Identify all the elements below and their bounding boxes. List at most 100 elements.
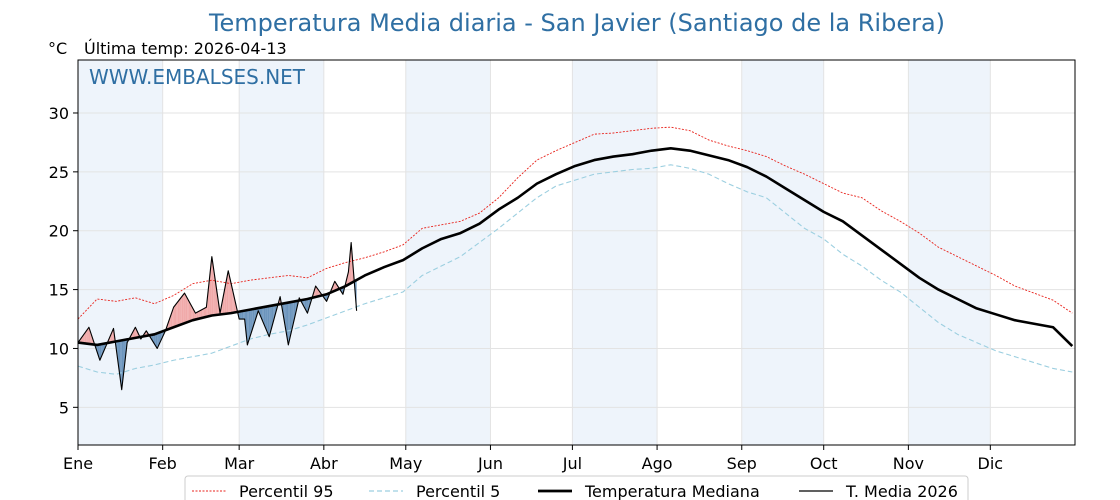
month-bands <box>78 60 991 445</box>
chart-title: Temperatura Media diaria - San Javier (S… <box>208 9 945 37</box>
fill-below-median <box>97 344 99 357</box>
fill-above-median <box>205 307 207 318</box>
fill-below-median <box>265 306 267 331</box>
fill-above-median <box>202 308 204 318</box>
y-tick-label: 30 <box>49 104 69 123</box>
series-line-percentil-5 <box>77 164 1073 375</box>
fill-above-median <box>210 256 212 316</box>
fill-below-median <box>270 305 272 332</box>
fill-below-median <box>117 340 119 370</box>
fill-above-median <box>173 305 175 328</box>
fill-below-median <box>267 306 270 337</box>
series-line-t-media-2026 <box>77 241 358 391</box>
y-tick-label: 25 <box>49 163 69 182</box>
fill-below-median <box>157 332 159 349</box>
x-tick-label: Mar <box>224 454 255 473</box>
fill-above-median <box>177 300 180 326</box>
fill-above-median <box>181 294 184 325</box>
fill-above-median <box>230 282 233 314</box>
fill-below-median <box>120 340 122 390</box>
legend: Percentil 95 Percentil 5 Temperatura Media… <box>184 475 969 500</box>
fill-above-median <box>179 298 181 326</box>
fill-above-median <box>84 331 87 344</box>
fill-above-median <box>211 256 214 316</box>
fill-below-median <box>239 311 241 320</box>
month-band-Jul <box>572 60 658 445</box>
series-line-temperatura-mediana <box>77 147 1074 348</box>
fill-below-median <box>155 333 158 349</box>
series-line-percentil-95 <box>77 126 1073 320</box>
x-tick-label: Ago <box>642 454 673 473</box>
fill-above-median <box>200 309 203 319</box>
fill-below-median <box>269 305 271 337</box>
last-temp-label: Última temp: 2026-04-13 <box>84 39 287 58</box>
fill-above-median <box>228 270 230 314</box>
fill-above-median <box>349 242 352 284</box>
x-tick-label: Sep <box>727 454 757 473</box>
legend-label-percentil-95: Percentil 95 <box>239 482 334 500</box>
fill-above-median <box>213 266 215 316</box>
fill-below-median <box>247 309 249 345</box>
month-band-Nov <box>908 60 991 445</box>
fill-above-median <box>184 293 186 324</box>
month-band-Sep <box>741 60 824 445</box>
fill-below-median <box>251 309 253 333</box>
fill-areas <box>78 242 357 390</box>
x-tick-label: May <box>389 454 422 473</box>
fill-below-median <box>248 309 251 341</box>
fill-below-median <box>240 311 242 320</box>
fill-below-median <box>306 299 308 314</box>
x-tick-label: Dic <box>978 454 1004 473</box>
legend-label-percentil-5: Percentil 5 <box>416 482 500 500</box>
fill-above-median <box>233 294 236 313</box>
plot-frame <box>77 59 1076 446</box>
fill-below-median <box>286 302 289 345</box>
fill-above-median <box>180 296 182 325</box>
fill-above-median <box>203 307 206 318</box>
fill-above-median <box>188 300 190 322</box>
fill-below-median <box>259 307 262 318</box>
x-tick-label: Abr <box>310 454 338 473</box>
watermark: WWW.EMBALSES.NET <box>89 65 306 89</box>
y-axis: 5 10 15 20 25 30 <box>49 104 78 417</box>
y-tick-label: 10 <box>49 339 69 358</box>
fill-below-median <box>243 310 245 320</box>
series-lines <box>77 126 1074 391</box>
fill-above-median <box>196 311 199 320</box>
y-tick-label: 20 <box>49 222 69 241</box>
fill-below-median <box>161 331 163 340</box>
x-tick-label: Nov <box>893 454 924 473</box>
fill-above-median <box>176 301 178 327</box>
x-axis: Ene Feb Mar Abr May Jun Jul Ago Sep Oct Nov Dic <box>63 445 1003 473</box>
fill-above-median <box>207 281 210 317</box>
fill-below-median <box>263 306 266 327</box>
month-band-Mar <box>239 60 324 445</box>
fill-below-median <box>99 344 102 361</box>
fill-above-median <box>198 310 200 319</box>
fill-above-median <box>83 333 85 344</box>
x-tick-label: Feb <box>149 454 177 473</box>
fill-above-median <box>195 312 197 320</box>
fill-above-median <box>226 270 229 314</box>
x-tick-label: Oct <box>810 454 838 473</box>
fill-below-median <box>245 310 248 345</box>
fill-above-median <box>199 310 201 319</box>
fill-above-median <box>229 276 231 314</box>
fill-above-median <box>172 307 174 328</box>
legend-label-temperatura-mediana: Temperatura Mediana <box>584 482 760 500</box>
grid <box>77 60 1075 445</box>
fill-below-median <box>250 309 252 337</box>
month-band-May <box>405 60 491 445</box>
fill-above-median <box>315 286 318 297</box>
fill-above-median <box>189 303 192 322</box>
fill-below-median <box>154 333 156 347</box>
fill-above-median <box>185 295 188 323</box>
fill-below-median <box>241 310 244 320</box>
unit-label: °C <box>48 39 67 58</box>
fill-above-median <box>333 281 335 292</box>
fill-below-median <box>288 302 290 345</box>
x-tick-label: Jun <box>477 454 503 473</box>
fill-above-median <box>191 305 193 321</box>
fill-below-median <box>291 301 293 334</box>
